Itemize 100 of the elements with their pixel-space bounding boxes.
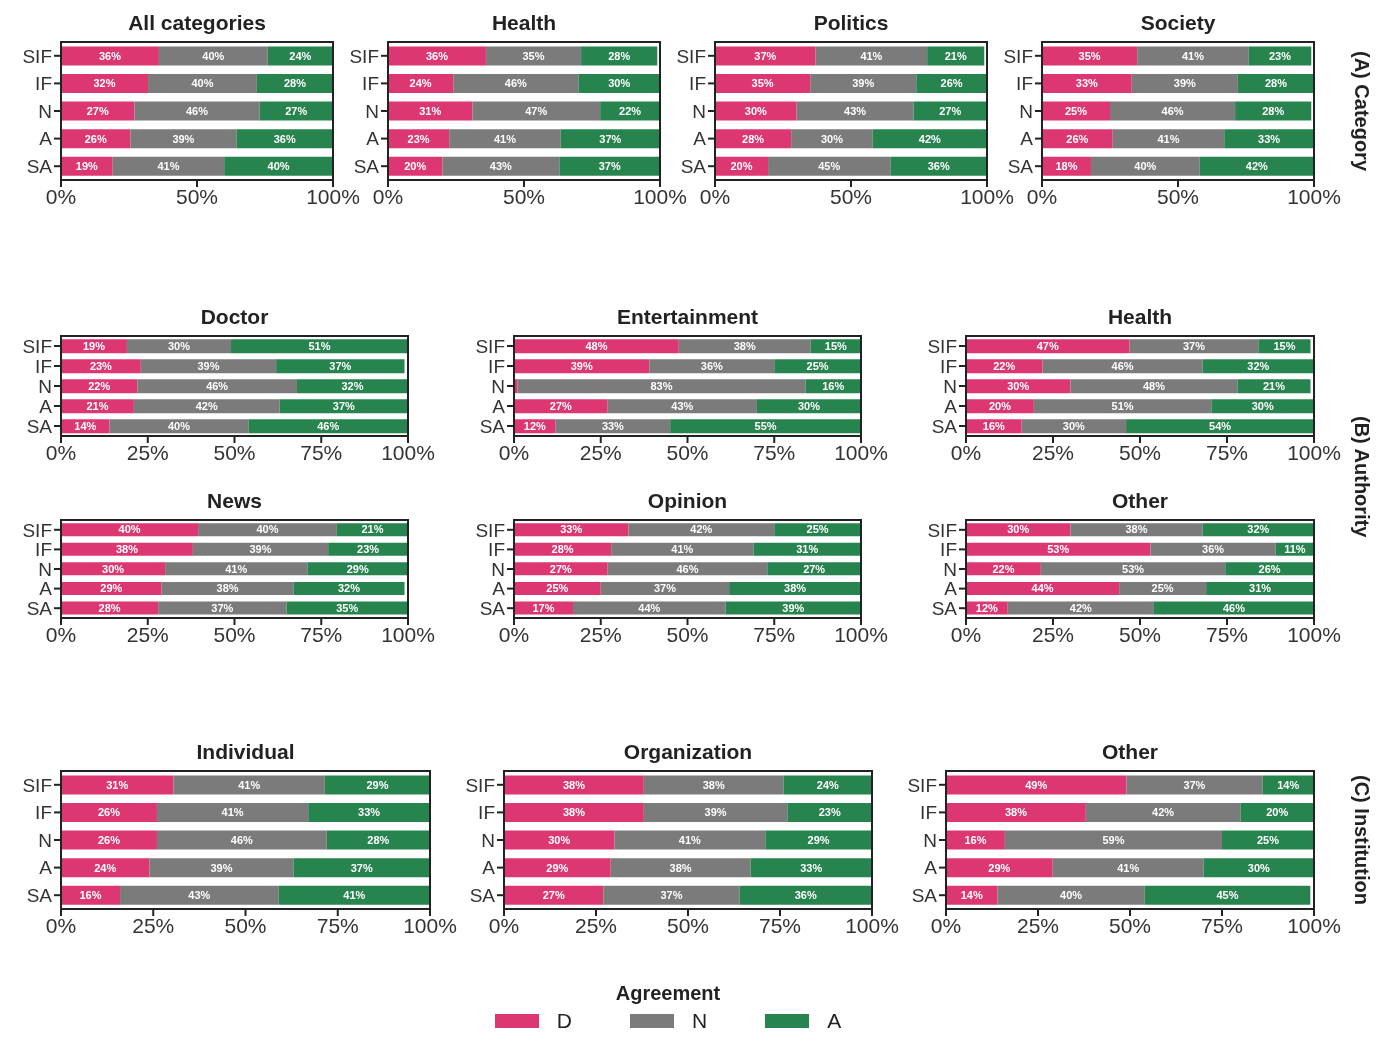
x-tick-label: 100% — [834, 622, 888, 646]
y-tick-label: N — [1019, 100, 1033, 122]
data-label: 30% — [167, 340, 191, 353]
x-tick-label: 100% — [960, 184, 1014, 208]
data-label: 25% — [546, 582, 569, 595]
data-label: 29% — [546, 861, 569, 874]
y-tick-label: N — [481, 829, 495, 851]
data-label: 40% — [1134, 160, 1157, 173]
y-tick-label: IF — [689, 73, 706, 95]
x-tick-label: 75% — [758, 913, 802, 937]
data-label: 22% — [619, 104, 642, 117]
data-label: 18% — [1055, 160, 1078, 173]
y-tick-label: SIF — [927, 519, 957, 541]
data-label: 20% — [404, 160, 427, 173]
y-tick-label: IF — [940, 539, 957, 561]
data-label: 29% — [807, 833, 830, 846]
data-label: 27% — [939, 104, 962, 117]
data-label: 37% — [329, 360, 352, 373]
data-label: 27% — [549, 562, 573, 575]
chart-title: Organization — [622, 739, 754, 765]
x-tick-label: 50% — [666, 440, 709, 464]
data-label: 46% — [1111, 360, 1134, 373]
data-label: 32% — [1247, 523, 1270, 536]
y-tick-label: A — [492, 578, 506, 600]
data-label: 41% — [343, 889, 366, 902]
y-tick-label: IF — [362, 73, 379, 95]
data-label: 40% — [167, 420, 191, 433]
data-label: 28% — [283, 77, 307, 90]
data-label: 48% — [1142, 380, 1166, 393]
x-tick-label: 25% — [574, 913, 618, 937]
x-tick-label: 50% — [213, 440, 256, 464]
data-label: 38% — [562, 806, 586, 819]
x-tick-label: 25% — [126, 622, 169, 646]
data-label: 23% — [89, 360, 113, 373]
chart-title: Health — [490, 10, 558, 36]
y-tick-label: N — [38, 375, 52, 397]
x-tick-label: 50% — [1108, 913, 1152, 937]
data-label: 33% — [800, 861, 823, 874]
text: (A) Category — [1349, 50, 1373, 171]
data-label: 35% — [751, 77, 774, 90]
y-tick-label: N — [38, 829, 52, 851]
data-label: 16% — [964, 833, 987, 846]
data-label: 29% — [346, 562, 369, 575]
data-label: 29% — [366, 778, 389, 791]
data-label: 23% — [818, 806, 841, 819]
data-label: 43% — [489, 160, 513, 173]
x-tick-label: 100% — [381, 622, 435, 646]
chart-title: Doctor — [199, 304, 270, 330]
data-label: 33% — [1075, 77, 1099, 90]
data-label: 28% — [98, 601, 121, 614]
x-tick-label: 50% — [224, 913, 267, 937]
legend-title: Agreement — [614, 982, 722, 1005]
data-label: 36% — [1202, 543, 1225, 556]
data-label: 17% — [532, 601, 555, 614]
data-label: 30% — [797, 400, 821, 413]
x-tick-label: 25% — [132, 913, 175, 937]
x-tick-label: 25% — [579, 440, 622, 464]
y-tick-label: IF — [488, 539, 505, 561]
y-tick-label: N — [943, 558, 957, 580]
data-label: 20% — [988, 400, 1012, 413]
data-label: 22% — [992, 562, 1015, 575]
data-label: 37% — [1183, 778, 1206, 791]
data-label: 23% — [407, 132, 430, 145]
data-label: 39% — [197, 360, 220, 373]
data-label: 39% — [1173, 77, 1197, 90]
data-label: 31% — [796, 543, 819, 556]
y-tick-label: SA — [26, 884, 53, 906]
x-tick-label: 100% — [1287, 440, 1341, 464]
y-tick-label: IF — [35, 355, 52, 377]
data-label: 29% — [988, 861, 1011, 874]
data-label: 48% — [585, 340, 608, 353]
data-label: 30% — [102, 562, 125, 575]
data-label: 38% — [702, 778, 725, 791]
data-label: 14% — [74, 420, 97, 433]
data-label: 37% — [653, 582, 677, 595]
y-tick-label: SA — [911, 884, 938, 906]
data-label: 44% — [638, 601, 661, 614]
x-tick-label: 100% — [1287, 622, 1341, 646]
data-label: 24% — [409, 77, 432, 90]
data-label: 23% — [357, 543, 380, 556]
chart-title: Other — [1101, 739, 1159, 765]
data-label: 46% — [504, 77, 528, 90]
data-label: 21% — [361, 523, 384, 536]
data-label: 25% — [806, 360, 829, 373]
data-label: 32% — [337, 582, 361, 595]
data-label: 33% — [1258, 132, 1281, 145]
x-tick-label: 100% — [845, 913, 899, 937]
data-label: 32% — [341, 380, 364, 393]
data-label: 25% — [1256, 833, 1280, 846]
data-label: 25% — [806, 523, 829, 536]
x-tick-label: 100% — [1287, 913, 1341, 937]
data-label: 51% — [1111, 400, 1134, 413]
data-label: 16% — [79, 889, 102, 902]
y-tick-label: SA — [26, 155, 53, 177]
data-label: 30% — [744, 104, 768, 117]
y-tick-label: SIF — [22, 45, 52, 67]
data-label: 32% — [1247, 360, 1270, 373]
data-label: 30% — [1062, 420, 1086, 433]
data-label: 38% — [1125, 523, 1148, 536]
y-tick-label: SIF — [22, 519, 52, 541]
